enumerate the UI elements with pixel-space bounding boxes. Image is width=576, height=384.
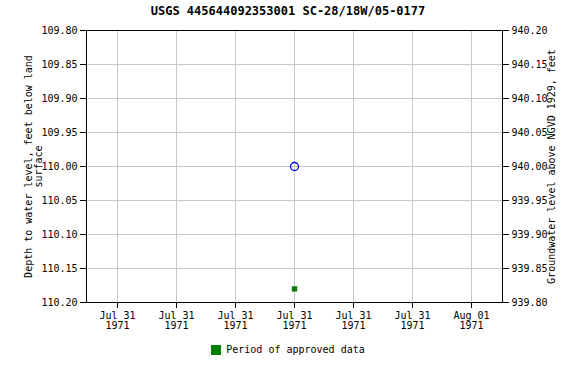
- svg-text:Jul 311971: Jul 311971: [158, 310, 194, 331]
- svg-text:940.05: 940.05: [512, 127, 548, 138]
- svg-text:109.85: 109.85: [41, 59, 77, 70]
- svg-text:110.20: 110.20: [41, 297, 77, 308]
- svg-text:940.15: 940.15: [512, 59, 548, 70]
- svg-text:110.10: 110.10: [41, 229, 77, 240]
- svg-text:939.80: 939.80: [512, 297, 548, 308]
- svg-text:Jul 311971: Jul 311971: [276, 310, 312, 331]
- html-text:Period of approved data: Period of approved data: [226, 344, 365, 355]
- svg-text:Depth to water level, feet bel: Depth to water level, feet below landsur…: [23, 55, 44, 278]
- svg-text:939.90: 939.90: [512, 229, 548, 240]
- svg-text:110.05: 110.05: [41, 195, 77, 206]
- html-text:USGS 445644092353001 SC-28/18W: USGS 445644092353001 SC-28/18W/05-0177: [150, 4, 426, 18]
- svg-text:939.95: 939.95: [512, 195, 548, 206]
- svg-text:Jul 311971: Jul 311971: [217, 310, 253, 331]
- svg-text:Groundwater level above NGVD 1: Groundwater level above NGVD 1929, feet: [546, 49, 557, 284]
- svg-text:Jul 311971: Jul 311971: [99, 310, 135, 331]
- svg-text:109.90: 109.90: [41, 93, 77, 104]
- svg-text:110.15: 110.15: [41, 263, 77, 274]
- svg-text:Jul 311971: Jul 311971: [335, 310, 371, 331]
- svg-text:940.20: 940.20: [512, 25, 548, 36]
- svg-text:109.80: 109.80: [41, 25, 77, 36]
- svg-text:Aug 011971: Aug 011971: [453, 310, 489, 331]
- svg-text:940.10: 940.10: [512, 93, 548, 104]
- svg-text:Jul 311971: Jul 311971: [394, 310, 430, 331]
- svg-text:940.00: 940.00: [512, 161, 548, 172]
- svg-text:109.95: 109.95: [41, 127, 77, 138]
- svg-text:939.85: 939.85: [512, 263, 548, 274]
- svg-text:110.00: 110.00: [41, 161, 77, 172]
